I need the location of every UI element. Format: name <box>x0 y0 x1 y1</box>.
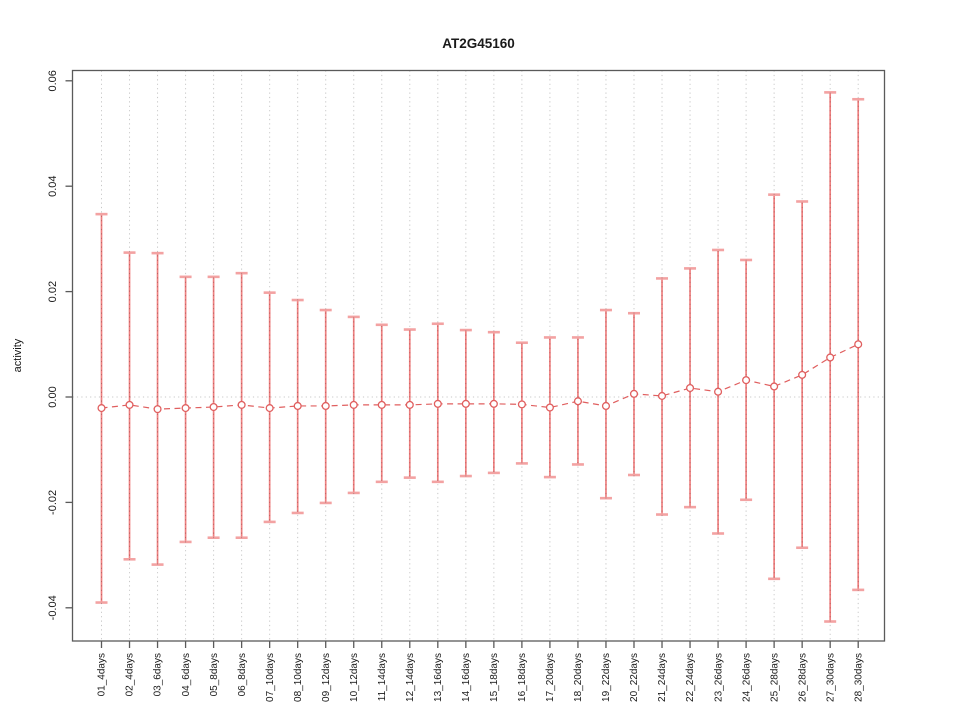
x-tick-label: 11_14days <box>377 653 388 701</box>
data-point <box>517 400 526 409</box>
x-tick-label: 07_10days <box>265 653 276 702</box>
data-point <box>601 401 611 411</box>
x-tick-label: 03_6days <box>153 653 164 696</box>
data-point <box>545 403 554 412</box>
x-tick-label: 15_18days <box>489 653 500 702</box>
data-point <box>770 382 779 391</box>
data-point <box>153 405 162 414</box>
plot-border <box>71 69 886 642</box>
x-tick-label: 04_6days <box>181 653 192 696</box>
data-point <box>461 399 470 408</box>
x-tick-label: 23_26days <box>713 653 724 702</box>
data-point <box>349 400 358 409</box>
x-tick-label: 27_30days <box>825 653 836 702</box>
data-point <box>714 387 723 396</box>
y-tick-label: 0.04 <box>47 175 59 196</box>
x-tick-label: 24_26days <box>741 653 752 702</box>
x-tick-label: 01_4days <box>97 653 108 696</box>
x-tick-label: 19_22days <box>601 653 612 702</box>
x-tick-label: 12_14days <box>405 653 416 702</box>
x-tick-label: 10_12days <box>349 653 360 702</box>
y-tick-label: 0.06 <box>47 70 59 91</box>
data-point <box>377 400 386 409</box>
data-point <box>685 383 695 393</box>
data-point <box>209 402 218 412</box>
data-point <box>433 399 442 408</box>
x-tick-label: 13_16days <box>433 653 444 702</box>
data-point <box>742 376 751 385</box>
x-tick-label: 18_20days <box>573 653 584 702</box>
y-tick-label: -0.02 <box>47 490 59 515</box>
x-tick-label: 25_28days <box>769 653 780 702</box>
data-point <box>854 340 863 349</box>
data-point <box>629 389 639 398</box>
x-tick-label: 28_30days <box>853 653 864 702</box>
x-tick-label: 17_20days <box>545 653 556 702</box>
x-tick-label: 14_16days <box>461 653 472 702</box>
data-point <box>97 404 106 413</box>
x-tick-label: 20_22days <box>629 653 640 702</box>
x-tick-label: 26_28days <box>797 653 808 702</box>
y-tick-label: 0.00 <box>47 386 59 407</box>
data-point <box>826 353 835 362</box>
data-point <box>293 401 302 411</box>
x-tick-label: 02_4days <box>125 653 136 696</box>
series-connector-line <box>101 343 859 410</box>
data-point <box>237 400 246 409</box>
data-point <box>265 404 274 413</box>
data-point <box>321 401 330 411</box>
chart-title: AT2G45160 <box>442 36 515 51</box>
x-tick-label: 22_24days <box>685 653 696 702</box>
x-tick-label: 06_8days <box>237 653 248 696</box>
x-tick-label: 05_8days <box>209 653 220 696</box>
x-tick-label: 16_18days <box>517 653 528 702</box>
data-point <box>405 400 414 409</box>
x-tick-label: 09_12days <box>321 653 332 702</box>
data-point <box>181 404 190 413</box>
y-tick-label: -0.04 <box>47 595 59 620</box>
data-point <box>573 397 582 406</box>
y-tick-label: 0.02 <box>47 281 59 302</box>
data-point <box>125 400 134 409</box>
data-point <box>657 391 667 400</box>
data-point <box>489 399 498 408</box>
x-tick-label: 08_10days <box>293 653 304 702</box>
x-tick-label: 21_24days <box>657 653 668 702</box>
y-axis-title: activity <box>12 338 24 372</box>
data-point <box>798 370 807 379</box>
